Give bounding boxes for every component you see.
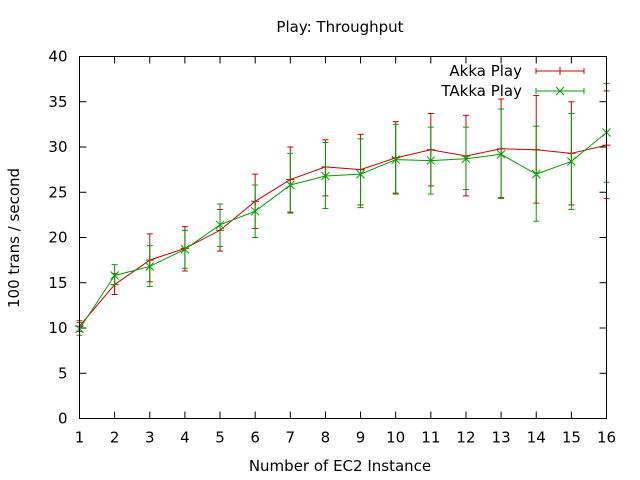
x-tick-label: 7 — [286, 429, 296, 447]
series-line — [79, 132, 607, 330]
x-tick-label: 4 — [180, 429, 190, 447]
point-stroke — [531, 169, 541, 179]
data-point — [215, 220, 225, 230]
x-axis-label: Number of EC2 Instance — [249, 457, 431, 475]
legend-label: TAkka Play — [440, 82, 522, 100]
y-tick-label: 15 — [48, 274, 67, 292]
data-point — [180, 244, 190, 254]
x-tick-label: 5 — [215, 429, 225, 447]
y-tick-label: 35 — [48, 93, 67, 111]
y-tick-label: 10 — [48, 319, 67, 337]
point-stroke — [391, 155, 401, 165]
data-point — [555, 86, 565, 96]
error-bar — [111, 264, 118, 286]
y-axis-label: 100 trans / second — [5, 168, 23, 308]
data-point — [567, 157, 576, 166]
error-bar — [287, 152, 294, 214]
series-line — [79, 144, 607, 327]
x-tick-label: 15 — [562, 429, 581, 447]
data-point — [145, 262, 155, 271]
point-stroke — [215, 220, 225, 230]
x-tick-label: 10 — [386, 429, 405, 447]
point-stroke — [285, 180, 295, 190]
y-tick-label: 5 — [58, 364, 68, 382]
y-tick-label: 0 — [58, 410, 68, 428]
x-tick-label: 13 — [492, 429, 511, 447]
error-bar — [357, 138, 364, 209]
x-tick-label: 11 — [421, 429, 440, 447]
legend-label: Akka Play — [449, 62, 522, 80]
x-tick-label: 1 — [75, 429, 85, 447]
point-stroke — [356, 169, 365, 179]
data-point — [556, 67, 564, 75]
plot-frame — [79, 56, 607, 419]
data-point — [426, 156, 436, 165]
x-tick-label: 14 — [527, 429, 546, 447]
x-tick-label: 3 — [145, 429, 155, 447]
data-point — [250, 206, 260, 216]
chart-title: Play: Throughput — [276, 18, 403, 36]
series-takka-play — [75, 83, 611, 336]
point-stroke — [496, 149, 506, 159]
y-tick-label: 30 — [48, 138, 67, 156]
point-stroke — [555, 86, 565, 96]
x-tick-label: 9 — [356, 429, 366, 447]
point-stroke — [145, 262, 155, 271]
y-tick-label: 20 — [48, 229, 67, 247]
data-point — [356, 169, 365, 179]
x-tick-label: 2 — [110, 429, 120, 447]
point-stroke — [250, 206, 260, 216]
point-stroke — [426, 156, 436, 165]
data-point — [531, 169, 541, 179]
legend: Akka Play TAkka Play — [440, 62, 585, 100]
series-akka-play — [75, 90, 611, 333]
data-point — [285, 180, 295, 190]
x-tick-label: 6 — [250, 429, 260, 447]
point-stroke — [567, 157, 576, 166]
point-stroke — [321, 171, 330, 181]
y-tick-label: 25 — [48, 183, 67, 201]
x-tick-label: 16 — [597, 429, 616, 447]
data-point — [391, 155, 401, 165]
data-point — [461, 154, 471, 164]
x-tick-label: 8 — [321, 429, 331, 447]
data-point — [110, 271, 119, 280]
data-point — [321, 171, 330, 181]
y-tick-label: 40 — [48, 48, 67, 66]
point-stroke — [461, 154, 471, 164]
x-tick-label: 12 — [456, 429, 475, 447]
data-point — [496, 149, 506, 159]
point-stroke — [180, 244, 190, 254]
point-stroke — [110, 271, 119, 280]
